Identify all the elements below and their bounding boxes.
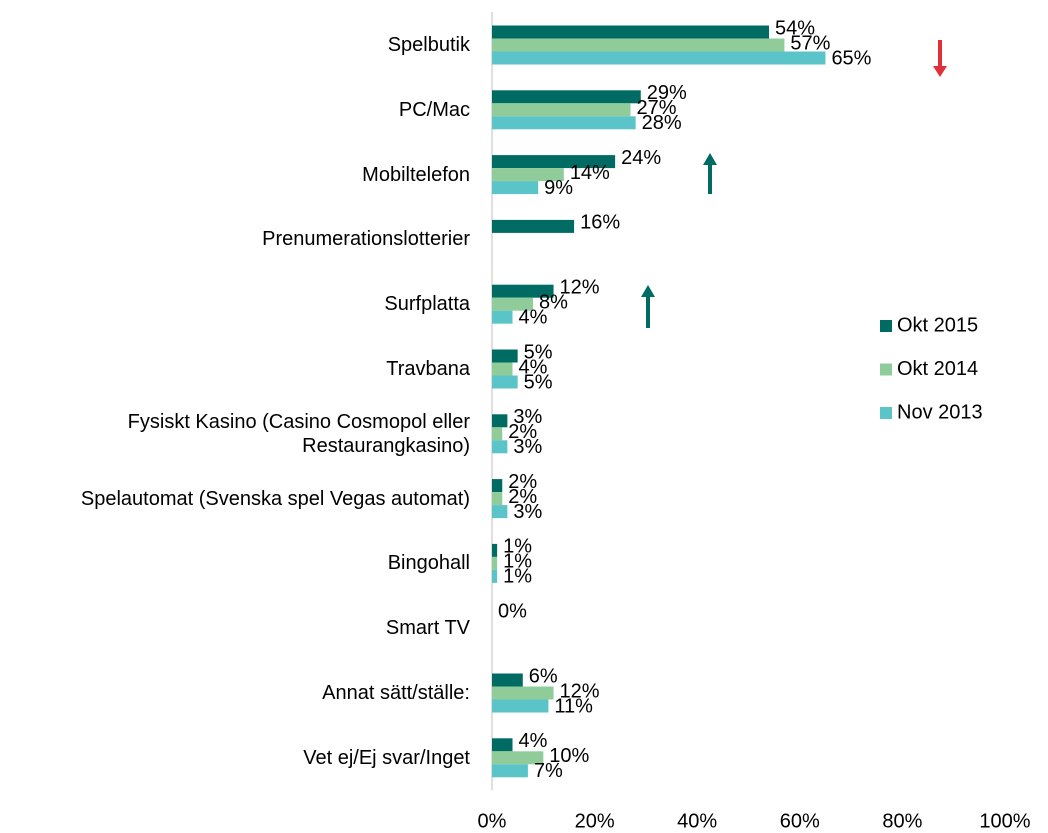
legend-swatch <box>880 407 892 419</box>
x-tick-label: 0% <box>478 810 507 832</box>
value-label: 9% <box>544 177 573 199</box>
category-label: Fysiskt Kasino (Casino Cosmopol eller Re… <box>127 410 470 457</box>
bar <box>492 427 503 441</box>
value-label: 7% <box>534 760 563 782</box>
value-label: 8% <box>539 291 568 313</box>
value-label: 28% <box>642 112 682 134</box>
category-label: PC/Mac <box>398 98 470 121</box>
category-label: Surfplatta <box>384 293 470 316</box>
bar <box>492 297 534 311</box>
value-label: 4% <box>519 730 548 752</box>
legend-swatch <box>880 363 892 376</box>
x-tick-label: 80% <box>882 810 922 832</box>
value-label: 10% <box>549 745 589 767</box>
bar <box>492 738 513 752</box>
value-label: 65% <box>831 47 871 69</box>
value-label: 4% <box>519 306 548 328</box>
value-label: 3% <box>513 501 542 523</box>
bar <box>492 414 508 428</box>
category-label: Travbana <box>386 358 470 380</box>
legend-swatch <box>880 320 892 332</box>
category-label: Smart TV <box>385 617 470 640</box>
x-tick-label: 20% <box>575 810 615 832</box>
bar <box>492 686 554 700</box>
bar <box>492 569 498 583</box>
x-tick-label: 60% <box>780 810 820 832</box>
bar <box>492 38 785 52</box>
bar <box>492 375 518 389</box>
value-label: 16% <box>580 212 620 234</box>
bar <box>492 310 513 324</box>
legend-label: Okt 2014 <box>897 358 978 380</box>
value-label: 6% <box>529 665 558 687</box>
bar <box>492 751 544 765</box>
value-label: 4% <box>519 356 548 378</box>
bar <box>492 362 513 376</box>
x-tick-label: 100% <box>979 810 1030 832</box>
value-label: 29% <box>647 82 687 104</box>
value-label: 11% <box>554 695 593 717</box>
category-label: Vet ej/Ej svar/Inget <box>303 746 470 769</box>
value-label: 2% <box>508 486 537 508</box>
bar <box>492 492 503 506</box>
category-label: Spelautomat (Svenska spel Vegas automat) <box>80 487 470 510</box>
arrow-down <box>933 40 947 77</box>
bar <box>492 116 636 130</box>
bar <box>492 103 631 117</box>
x-tick-label: 40% <box>677 810 717 832</box>
legend-label: Nov 2013 <box>897 401 983 423</box>
bar <box>492 543 498 557</box>
value-label: 1% <box>503 536 532 558</box>
value-label: 5% <box>524 371 553 393</box>
category-label: Mobiltelefon <box>362 163 470 186</box>
category-label: Prenumerationslotterier <box>262 228 470 251</box>
bar <box>492 349 518 363</box>
bar <box>492 556 498 570</box>
value-label: 14% <box>570 162 610 184</box>
arrow-up <box>703 153 717 194</box>
legend-label: Okt 2015 <box>897 314 978 336</box>
value-label: 57% <box>790 32 830 54</box>
bar <box>492 155 616 169</box>
bar <box>492 764 528 778</box>
bar <box>492 673 523 687</box>
category-label: Bingohall <box>387 552 470 575</box>
value-label: 24% <box>621 147 661 169</box>
value-label: 2% <box>508 471 537 493</box>
bar <box>492 90 641 104</box>
bar <box>492 168 564 182</box>
bar <box>492 440 508 454</box>
value-label: 27% <box>637 97 677 119</box>
value-label: 3% <box>513 406 542 428</box>
value-label: 12% <box>560 680 600 702</box>
value-label: 0% <box>498 600 527 622</box>
bar <box>492 181 539 195</box>
category-label: Spelbutik <box>387 34 470 56</box>
value-label: 1% <box>503 566 532 588</box>
value-label: 1% <box>503 551 532 573</box>
bar <box>492 25 770 39</box>
value-label: 5% <box>524 341 553 363</box>
bar <box>492 699 549 713</box>
value-label: 2% <box>508 421 537 443</box>
value-label: 3% <box>513 436 542 458</box>
bar <box>492 51 826 65</box>
arrow-up <box>641 285 655 328</box>
bar <box>492 219 575 233</box>
bar <box>492 284 554 298</box>
bar <box>492 479 503 493</box>
value-label: 12% <box>560 276 600 298</box>
category-label: Annat sätt/ställe: <box>322 682 470 704</box>
bar <box>492 505 508 519</box>
value-label: 54% <box>775 17 815 39</box>
